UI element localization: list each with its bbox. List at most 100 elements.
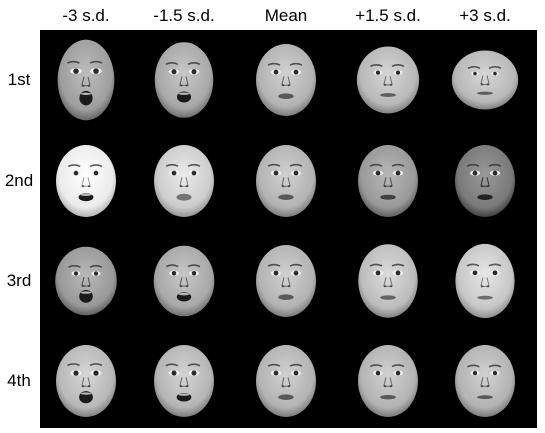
face-image: [348, 38, 428, 122]
eyebrow: [488, 65, 502, 69]
eyebrow: [165, 163, 179, 167]
eyebrow: [289, 363, 303, 367]
nose: [281, 76, 291, 86]
eyebrow: [391, 64, 405, 68]
eyebrow: [89, 264, 103, 268]
nose: [179, 76, 189, 87]
face-image: [144, 38, 224, 122]
face-image: [46, 239, 126, 323]
face-image: [46, 139, 126, 223]
face-image: [46, 339, 126, 423]
face-skin: [57, 39, 115, 121]
eye-pupil: [171, 370, 177, 376]
face-grid-panel: [40, 30, 537, 428]
teeth: [80, 193, 92, 196]
face-illustration: [56, 145, 116, 217]
face-skin: [358, 345, 418, 417]
eyebrow: [187, 264, 201, 268]
face-illustration: [57, 39, 115, 121]
eyebrow: [391, 163, 405, 167]
eyebrow: [467, 65, 481, 69]
face-illustration: [358, 345, 418, 417]
face-illustration: [256, 345, 316, 417]
face-illustration: [153, 245, 215, 317]
nostril: [383, 185, 387, 188]
eye-pupil: [293, 370, 299, 376]
eye-pupil: [73, 170, 79, 176]
eyebrow: [187, 363, 201, 367]
face-skin: [56, 145, 116, 217]
face-skin: [154, 42, 214, 118]
eyebrow: [267, 263, 281, 267]
teeth: [80, 392, 92, 395]
eye-pupil: [273, 370, 279, 376]
nostril: [81, 84, 85, 87]
eyebrow: [369, 263, 383, 267]
face-image: [144, 139, 224, 223]
eye-pupil: [293, 69, 299, 75]
eye-pupil: [395, 370, 401, 376]
face-image: [144, 239, 224, 323]
eyebrow: [165, 363, 179, 367]
nose: [179, 377, 189, 387]
nose: [179, 277, 189, 287]
eyebrow: [488, 163, 502, 167]
nose: [281, 377, 291, 387]
eye-pupil: [73, 68, 79, 74]
column-header-minus-1-5sd: -1.5 s.d.: [153, 6, 215, 25]
eye-pupil: [492, 270, 498, 276]
nostril: [486, 285, 490, 288]
face-image: [445, 38, 525, 122]
eyebrow: [267, 62, 281, 66]
nostril: [389, 84, 393, 86]
nostril: [383, 385, 387, 388]
nostril: [480, 285, 484, 288]
face-skin: [154, 345, 214, 417]
nostril: [281, 84, 285, 87]
teeth: [178, 292, 190, 296]
eyebrow: [370, 64, 383, 68]
eyebrow: [267, 363, 281, 367]
eyebrow: [289, 263, 303, 267]
eye-pupil: [191, 170, 197, 176]
nostril: [287, 285, 291, 288]
eyebrow: [67, 60, 80, 64]
nostril: [486, 83, 490, 86]
nose: [81, 76, 91, 87]
eye-pupil: [293, 170, 299, 176]
nose: [383, 75, 393, 86]
nose: [81, 377, 91, 387]
mouth: [278, 194, 294, 200]
face-illustration: [56, 345, 116, 417]
eye-pupil: [395, 70, 401, 75]
nostril: [287, 84, 291, 87]
column-header-minus-3sd: -3 s.d.: [62, 6, 110, 25]
eyebrow: [89, 60, 103, 64]
nostril: [179, 84, 183, 87]
face-image: [445, 239, 525, 323]
eye-pupil: [472, 170, 478, 176]
nostril: [281, 285, 285, 288]
nostril: [81, 185, 85, 188]
eyebrow: [89, 164, 103, 168]
face-illustration: [154, 145, 214, 217]
eye-pupil: [73, 271, 79, 276]
eye-pupil: [273, 270, 279, 276]
mouth: [176, 193, 192, 201]
eyebrow: [488, 364, 502, 368]
nose: [383, 377, 393, 387]
face-skin: [56, 345, 116, 417]
face-skin: [356, 46, 420, 114]
face-image: [348, 239, 428, 323]
nostril: [389, 185, 393, 188]
nostril: [87, 385, 91, 388]
eyebrow: [466, 263, 480, 267]
face-skin: [455, 145, 515, 217]
eyebrow: [289, 163, 303, 167]
eyebrow: [187, 163, 201, 167]
eye-pupil: [73, 370, 79, 376]
face-illustration: [451, 50, 519, 110]
nostril: [87, 285, 91, 288]
face-illustration: [358, 145, 418, 217]
face-skin: [256, 345, 316, 417]
